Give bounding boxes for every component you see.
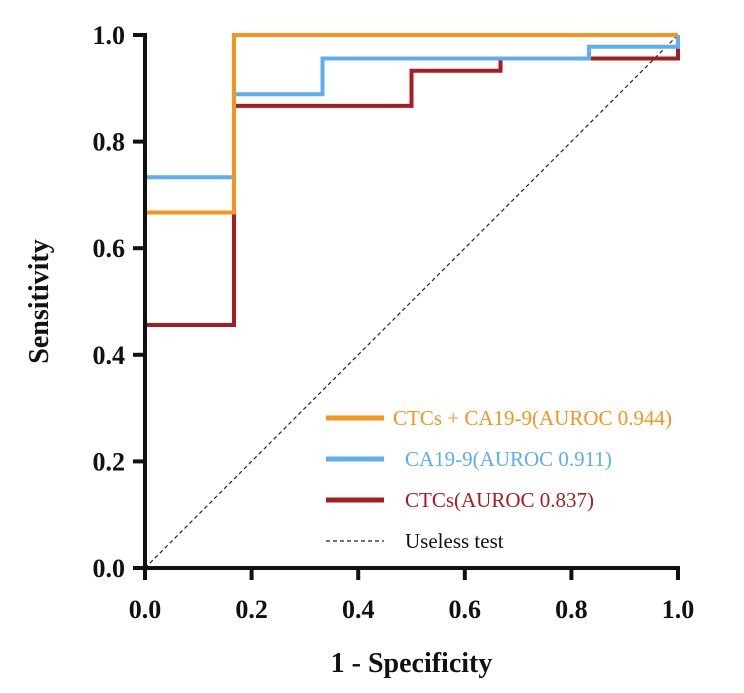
legend: CTCs + CA19-9(AUROC 0.944) CA19-9(AUROC 0…: [326, 406, 672, 553]
x-tick-label-0: 0.0: [129, 595, 162, 624]
legend-label-1: CA19-9(AUROC 0.911): [405, 447, 612, 471]
x-tick-label-3: 0.6: [449, 595, 482, 624]
axes: 0.0 0.2 0.4 0.6 0.8 1.0 0.0 0.2 0.4 0.6 0.8 1.0: [93, 21, 695, 624]
x-tick-label-1: 0.2: [235, 595, 268, 624]
y-tick-label-2: 0.4: [93, 341, 126, 370]
legend-label-2: CTCs(AUROC 0.837): [405, 488, 594, 512]
series-line-2: [145, 35, 680, 327]
x-axis-title: 1 - Specificity: [331, 648, 493, 679]
x-tick-label-2: 0.4: [342, 595, 375, 624]
series-line-1: [143, 35, 680, 213]
y-tick-label-0: 0.0: [93, 554, 126, 583]
legend-label-3: Useless test: [405, 529, 504, 553]
y-tick-label-5: 1.0: [93, 21, 126, 50]
y-tick-label-1: 0.2: [93, 447, 126, 476]
x-tick-label-5: 1.0: [662, 595, 695, 624]
y-tick-label-4: 0.8: [93, 128, 126, 157]
y-tick-label-3: 0.6: [93, 234, 126, 263]
x-tick-label-4: 0.8: [555, 595, 588, 624]
legend-label-0: CTCs + CA19-9(AUROC 0.944): [393, 406, 672, 430]
y-axis-title: Sensitivity: [24, 239, 55, 363]
